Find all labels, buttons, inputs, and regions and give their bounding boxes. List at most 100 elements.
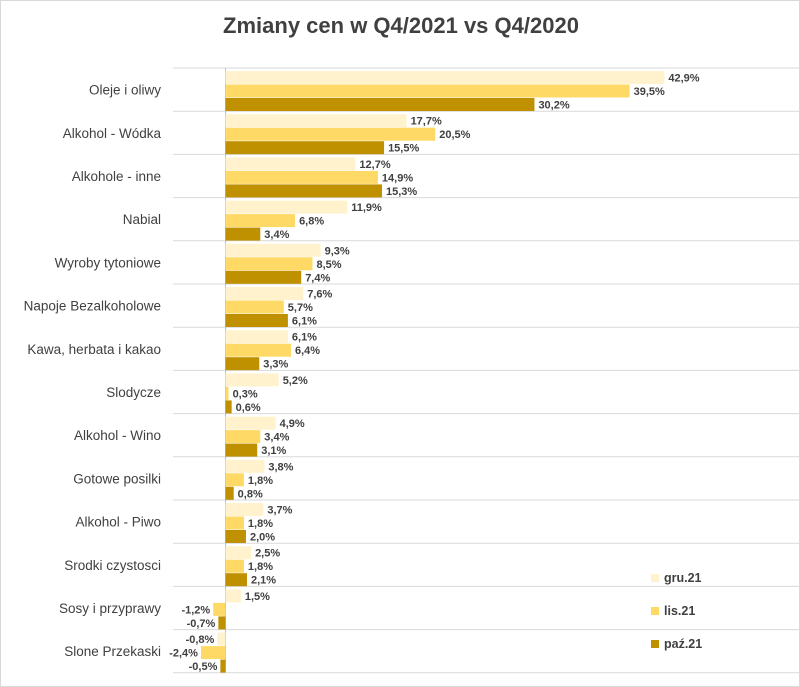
category-label: Alkohol - Wino xyxy=(74,428,161,443)
legend-label: lis.21 xyxy=(664,604,695,618)
bar-paź.21 xyxy=(225,486,234,500)
data-label: 3,4% xyxy=(264,432,289,444)
bar-lis.21 xyxy=(225,343,291,357)
bar-paź.21 xyxy=(225,314,288,327)
category-label: Napoje Bezalkoholowe xyxy=(24,299,161,314)
bar-gru.21 xyxy=(217,632,226,646)
data-label: 7,6% xyxy=(307,289,332,301)
data-label: 8,5% xyxy=(316,259,341,271)
data-label: 5,7% xyxy=(288,302,313,314)
bar-gru.21 xyxy=(225,200,348,214)
category-label: Alkohol - Wódka xyxy=(63,126,162,141)
data-label: 5,2% xyxy=(283,375,308,387)
bar-paź.21 xyxy=(225,270,302,284)
data-label: 2,5% xyxy=(255,548,280,560)
category-label: Nabial xyxy=(123,212,161,227)
data-label: -1,2% xyxy=(181,604,210,616)
category-label: Sosy i przyprawy xyxy=(59,601,161,616)
bar-lis.21 xyxy=(225,84,630,98)
bar-paź.21 xyxy=(225,530,246,543)
legend-swatch xyxy=(651,640,659,648)
category-label: Slone Przekaski xyxy=(64,644,161,659)
data-label: 3,4% xyxy=(264,229,289,241)
bar-paź.21 xyxy=(225,400,232,414)
bar-gru.21 xyxy=(225,243,321,257)
data-label: 1,8% xyxy=(248,475,273,487)
bar-lis.21 xyxy=(200,646,226,660)
data-label: 15,3% xyxy=(386,186,417,198)
category-label: Slodycze xyxy=(106,385,161,400)
data-label: 30,2% xyxy=(538,100,569,112)
data-label: 2,1% xyxy=(251,575,276,587)
legend-label: paź.21 xyxy=(664,637,702,651)
bar-gru.21 xyxy=(225,330,288,344)
data-label: 11,9% xyxy=(351,202,382,214)
bar-lis.21 xyxy=(225,430,261,444)
bar-gru.21 xyxy=(225,71,665,84)
bar-lis.21 xyxy=(213,602,226,616)
bar-paź.21 xyxy=(225,98,535,111)
data-label: 6,1% xyxy=(292,332,317,344)
data-label: 3,8% xyxy=(268,461,293,473)
data-label: 4,9% xyxy=(280,418,305,430)
bar-lis.21 xyxy=(225,473,244,487)
bar-paź.21 xyxy=(220,659,226,673)
data-label: 42,9% xyxy=(668,73,699,85)
data-label: 7,4% xyxy=(305,272,330,284)
data-label: -0,8% xyxy=(186,634,215,646)
bar-paź.21 xyxy=(218,616,226,630)
data-label: -2,4% xyxy=(169,648,198,660)
bar-gru.21 xyxy=(225,416,276,430)
chart-title: Zmiany cen w Q4/2021 vs Q4/2020 xyxy=(223,13,579,38)
bar-lis.21 xyxy=(225,170,378,184)
bar-lis.21 xyxy=(225,300,284,314)
data-label: 1,5% xyxy=(245,591,270,603)
data-label: 9,3% xyxy=(325,245,350,257)
legend-swatch xyxy=(651,607,659,615)
legend-label: gru.21 xyxy=(664,571,702,585)
bar-gru.21 xyxy=(225,503,264,516)
data-label: 20,5% xyxy=(439,129,470,141)
data-label: 0,6% xyxy=(236,402,261,414)
data-label: 0,3% xyxy=(233,388,258,400)
data-label: 14,9% xyxy=(382,172,413,184)
data-label: 2,0% xyxy=(250,532,275,544)
category-label: Alkohole - inne xyxy=(72,169,161,184)
legend-swatch xyxy=(651,574,659,582)
data-label: 0,8% xyxy=(238,488,263,500)
data-label: 1,8% xyxy=(248,561,273,573)
data-label: 3,3% xyxy=(263,359,288,371)
data-label: -0,5% xyxy=(189,661,218,673)
data-label: 3,1% xyxy=(261,445,286,457)
bar-lis.21 xyxy=(225,127,436,141)
bar-lis.21 xyxy=(225,516,244,530)
data-label: 12,7% xyxy=(359,159,390,171)
category-label: Srodki czystosci xyxy=(64,558,161,573)
category-label: Wyroby tytoniowe xyxy=(55,255,161,270)
bar-gru.21 xyxy=(225,373,279,387)
category-label: Oleje i oliwy xyxy=(89,83,161,98)
category-label: Gotowe posilki xyxy=(73,471,161,486)
bar-gru.21 xyxy=(225,157,356,171)
data-label: 6,8% xyxy=(299,216,324,228)
data-label: 6,4% xyxy=(295,345,320,357)
bar-lis.21 xyxy=(225,214,296,228)
bar-gru.21 xyxy=(225,287,304,300)
bar-paź.21 xyxy=(225,184,383,198)
bar-paź.21 xyxy=(225,141,385,155)
bar-lis.21 xyxy=(225,559,244,573)
bar-gru.21 xyxy=(225,114,407,128)
bar-paź.21 xyxy=(225,443,258,457)
bar-lis.21 xyxy=(225,386,229,400)
category-label: Alkohol - Piwo xyxy=(75,515,161,530)
bar-paź.21 xyxy=(225,227,261,241)
category-label: Kawa, herbata i kakao xyxy=(27,342,161,357)
data-label: -0,7% xyxy=(187,618,216,630)
data-label: 17,7% xyxy=(411,116,442,128)
data-label: 1,8% xyxy=(248,518,273,530)
data-label: 3,7% xyxy=(267,505,292,517)
bar-gru.21 xyxy=(225,546,252,560)
bar-lis.21 xyxy=(225,257,313,271)
